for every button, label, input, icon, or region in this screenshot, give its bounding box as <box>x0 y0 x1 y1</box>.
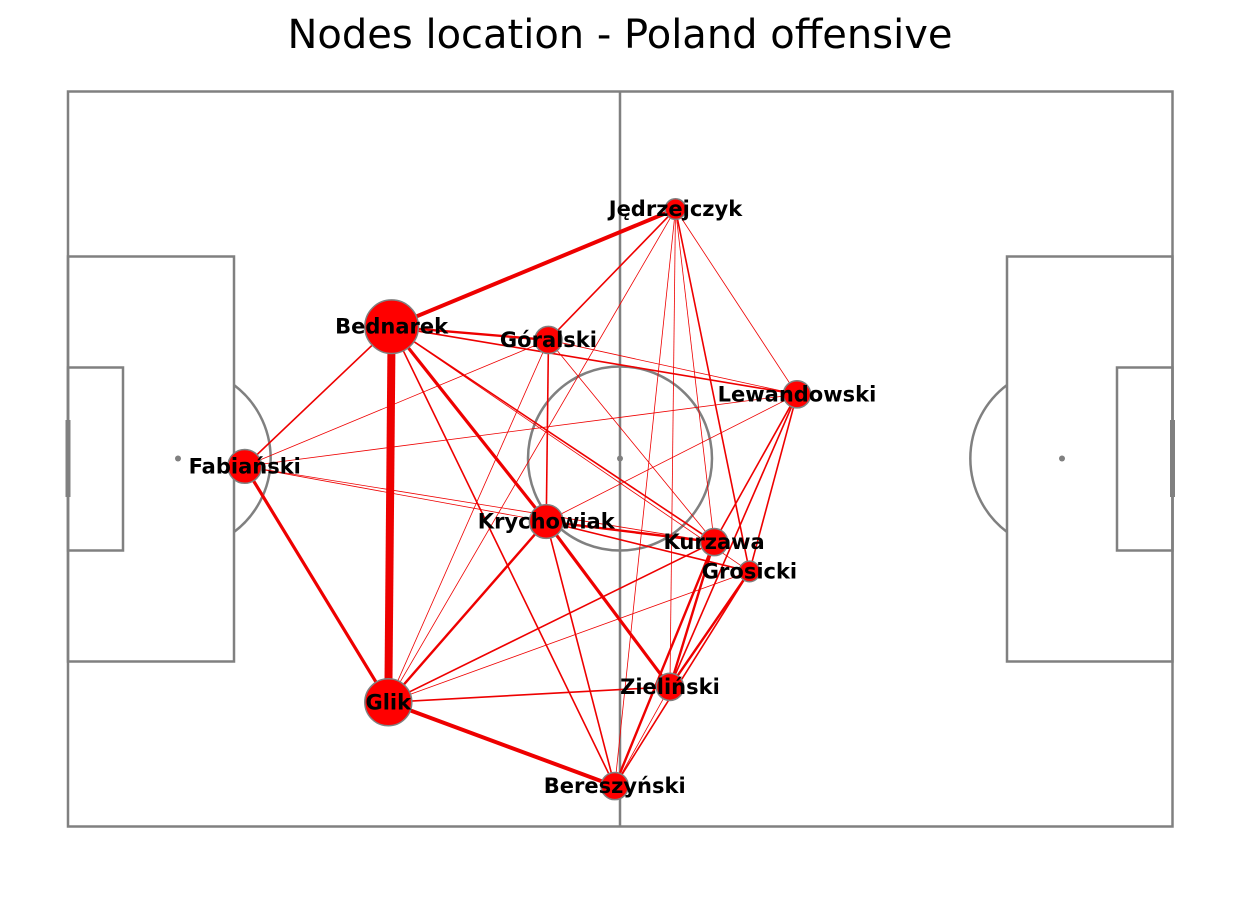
edge-bereszynski-kurzawa <box>613 541 716 787</box>
node-label-goralski: Góralski <box>500 328 597 352</box>
edge-krychowiak-kurzawa <box>546 520 715 544</box>
node-label-glik: Glik <box>366 690 413 714</box>
node-label-grosicki: Grosicki <box>702 559 797 583</box>
edge-bednarek-grosicki <box>391 326 750 572</box>
node-jedrzejczyk <box>664 198 687 221</box>
edge-goralski-lewandowski <box>548 339 798 395</box>
edge-goralski-kurzawa <box>548 339 715 543</box>
left-penalty-arc <box>233 384 272 533</box>
node-fabianski <box>227 448 263 485</box>
centre-circle <box>526 365 714 552</box>
right-penalty-arc <box>969 384 1008 533</box>
edge-zielinski-grosicki <box>668 570 751 688</box>
left-penalty-spot <box>175 455 181 462</box>
edge-glik-krychowiak <box>387 520 548 704</box>
edge-glik-kurzawa <box>387 541 715 704</box>
edge-krychowiak-bereszynski <box>545 521 616 787</box>
player-nodes <box>227 198 812 801</box>
node-kurzawa <box>699 527 729 557</box>
player-labels: Jędrzejczyk Bednarek Góralski Lewandowski Fa… <box>189 197 877 798</box>
node-bednarek <box>364 299 420 355</box>
edge-jedrzejczyk-grosicki <box>674 208 751 572</box>
edge-bednarek-glik <box>384 326 396 703</box>
edge-jedrzejczyk-zielinski <box>669 209 676 687</box>
edge-glik-bereszynski <box>387 700 616 788</box>
right-penalty-spot <box>1059 455 1065 462</box>
edge-grosicki-lewandowski <box>748 394 798 572</box>
left-goal-area <box>66 366 125 552</box>
edge-zielinski-kurzawa <box>668 541 716 688</box>
right-goal-area <box>1115 366 1174 552</box>
node-bereszynski <box>600 771 630 801</box>
node-label-fabianski: Fabiański <box>189 454 301 478</box>
edge-bednarek-jedrzejczyk <box>390 207 677 329</box>
edge-jedrzejczyk-kurzawa <box>675 209 715 543</box>
node-lewandowski <box>782 379 812 409</box>
node-label-jedrzejczyk: Jędrzejczyk <box>607 197 743 221</box>
edge-goralski-fabianski <box>244 339 549 467</box>
edge-krychowiak-lewandowski <box>546 393 798 522</box>
edge-kurzawa-lewandowski <box>713 393 798 543</box>
edge-zielinski-lewandowski <box>669 394 798 688</box>
edge-bednarek-fabianski <box>244 326 393 467</box>
node-krychowiak <box>528 503 564 540</box>
edge-fabianski-glik <box>243 465 390 704</box>
edge-bednarek-bereszynski <box>390 326 616 787</box>
node-glik <box>364 678 413 727</box>
edge-bereszynski-grosicki <box>614 571 751 787</box>
node-goralski <box>534 325 563 355</box>
edge-fabianski-krychowiak <box>244 465 547 522</box>
football-pitch <box>65 90 1175 828</box>
edge-glik-zielinski <box>388 686 670 704</box>
edge-goralski-jedrzejczyk <box>547 208 677 341</box>
node-label-zielinski: Zieliński <box>620 675 720 699</box>
node-label-krychowiak: Krychowiak <box>478 509 616 533</box>
edge-bereszynski-zielinski <box>614 686 671 787</box>
node-zielinski <box>655 672 685 702</box>
node-label-lewandowski: Lewandowski <box>718 382 877 406</box>
edge-fabianski-kurzawa <box>244 465 715 543</box>
edge-krychowiak-zielinski <box>544 520 672 688</box>
centre-spot <box>617 455 623 462</box>
edge-bednarek-lewandowski <box>391 325 798 396</box>
node-label-bednarek: Bednarek <box>335 315 449 339</box>
edge-jedrzejczyk-lewandowski <box>675 208 798 395</box>
edge-bednarek-kurzawa <box>391 326 715 543</box>
node-grosicki <box>738 560 761 583</box>
edge-jedrzejczyk-glik <box>387 208 676 703</box>
chart-title: Nodes location - Poland offensive <box>287 12 953 58</box>
edge-bednarek-krychowiak <box>390 325 548 523</box>
node-label-bereszynski: Bereszyński <box>544 774 686 798</box>
edge-krychowiak-grosicki <box>546 520 750 573</box>
edge-fabianski-lewandowski <box>244 393 798 467</box>
pass-edges <box>243 207 798 788</box>
right-penalty-area <box>1005 255 1174 663</box>
node-label-kurzawa: Kurzawa <box>664 530 765 554</box>
edge-goralski-glik <box>387 339 549 703</box>
edge-glik-grosicki <box>388 571 750 703</box>
